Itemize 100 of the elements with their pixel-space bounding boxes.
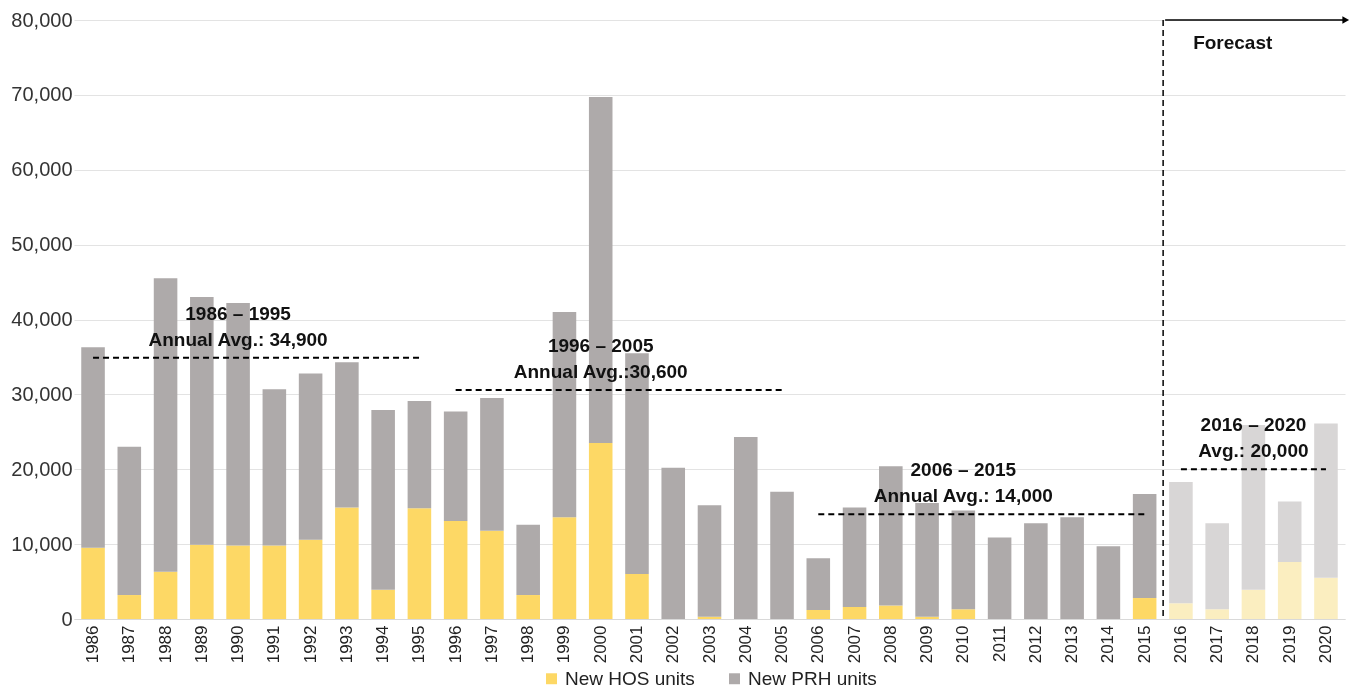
y-tick-label: 10,000 <box>11 532 73 555</box>
x-tick-label: 2002 <box>663 625 683 664</box>
bar <box>480 398 504 531</box>
x-tick-label: 1997 <box>481 625 501 664</box>
bar <box>842 607 867 619</box>
x-tick-label: 2000 <box>590 625 610 664</box>
bar <box>1241 589 1266 619</box>
y-tick-label: 30,000 <box>11 382 73 405</box>
bar <box>1277 501 1302 563</box>
bar <box>1314 423 1338 578</box>
bar <box>1096 546 1121 619</box>
x-tick-label: 2005 <box>772 625 792 664</box>
legend-label: New PRH units <box>748 667 877 689</box>
x-tick-label: 2018 <box>1243 625 1263 664</box>
x-tick-label: 2010 <box>953 625 973 664</box>
x-tick-label: 2007 <box>844 625 864 664</box>
y-tick-label: 80,000 <box>11 8 73 31</box>
x-tick-label: 2017 <box>1207 625 1227 664</box>
bar <box>842 507 867 608</box>
x-tick-label: 1986 <box>83 625 103 664</box>
bar <box>733 437 758 619</box>
x-tick-label: 1990 <box>228 625 248 664</box>
bar <box>262 389 287 546</box>
bar <box>81 547 105 619</box>
x-tick-label: 2006 <box>808 625 828 664</box>
x-tick-label: 2004 <box>735 625 755 664</box>
y-tick-label: 0 <box>61 607 73 630</box>
bar <box>1205 609 1229 619</box>
bar <box>407 401 432 509</box>
bar <box>588 443 613 619</box>
bar <box>1205 523 1229 610</box>
bar <box>335 507 359 619</box>
bar <box>1314 577 1338 619</box>
annotation: 2006 – 2015 Annual Avg.: 14,000 <box>873 459 1053 507</box>
x-tick-label: 2011 <box>989 625 1009 663</box>
bar <box>625 574 649 619</box>
bar <box>1132 493 1157 599</box>
annotation: 1986 – 1995 Annual Avg.: 34,900 <box>148 302 328 350</box>
x-tick-label: 2012 <box>1025 625 1045 664</box>
x-tick-label: 1998 <box>518 625 538 664</box>
bar <box>1169 481 1193 604</box>
bar <box>1169 603 1193 619</box>
bar <box>806 558 831 611</box>
bar <box>915 616 939 619</box>
bar <box>371 589 395 619</box>
x-tick-label: 2008 <box>880 625 900 664</box>
bar <box>1060 517 1084 619</box>
bar <box>480 530 504 619</box>
bar <box>516 524 540 596</box>
bar <box>1277 562 1302 619</box>
y-tick-label: 70,000 <box>11 83 73 106</box>
bar <box>443 520 468 619</box>
bar <box>951 510 976 610</box>
bar <box>298 373 323 540</box>
bar <box>298 539 323 619</box>
annotation: 2016 – 2020 Avg.: 20,000 <box>1198 414 1309 462</box>
bar <box>1132 598 1157 619</box>
bar <box>697 505 722 617</box>
x-tick-label: 2014 <box>1098 625 1118 664</box>
x-tick-label: 2019 <box>1279 625 1299 664</box>
x-tick-label: 1993 <box>336 625 356 664</box>
y-tick-label: 50,000 <box>11 233 73 256</box>
bar <box>987 537 1012 619</box>
bar <box>81 347 105 548</box>
ref-line-label: Forecast <box>1193 32 1273 53</box>
bar <box>1024 523 1048 619</box>
x-tick-label: 2020 <box>1315 625 1335 664</box>
bar <box>552 517 577 619</box>
y-tick-label: 20,000 <box>11 457 73 480</box>
x-tick-label: 1996 <box>445 625 465 664</box>
x-tick-label: 1992 <box>300 625 320 664</box>
x-tick-label: 1987 <box>119 625 139 664</box>
annotation: 1996 – 2005 Annual Avg.:30,600 <box>513 334 688 382</box>
bar <box>879 605 903 619</box>
bar <box>661 467 686 619</box>
bar <box>226 545 250 619</box>
x-tick-label: 2015 <box>1134 625 1154 664</box>
bar <box>117 446 142 596</box>
bar <box>190 544 214 619</box>
legend-label: New HOS units <box>565 667 695 689</box>
bar <box>117 595 142 619</box>
bar <box>407 508 432 619</box>
x-tick-label: 2016 <box>1170 625 1190 664</box>
x-tick-label: 2003 <box>699 625 719 664</box>
bar <box>770 491 794 619</box>
x-tick-label: 1995 <box>409 625 429 664</box>
bar <box>371 410 395 590</box>
x-tick-label: 2013 <box>1062 625 1082 664</box>
bar <box>516 595 540 619</box>
x-tick-label: 2001 <box>626 625 646 664</box>
bar <box>335 362 359 508</box>
y-tick-label: 40,000 <box>11 308 73 330</box>
x-tick-label: 1999 <box>554 625 574 664</box>
bar <box>443 411 468 521</box>
bar <box>262 545 287 619</box>
y-tick-label: 60,000 <box>11 158 73 181</box>
x-tick-label: 1994 <box>373 625 393 664</box>
bar <box>153 571 178 619</box>
bar <box>951 609 976 619</box>
x-tick-label: 1989 <box>191 625 211 664</box>
